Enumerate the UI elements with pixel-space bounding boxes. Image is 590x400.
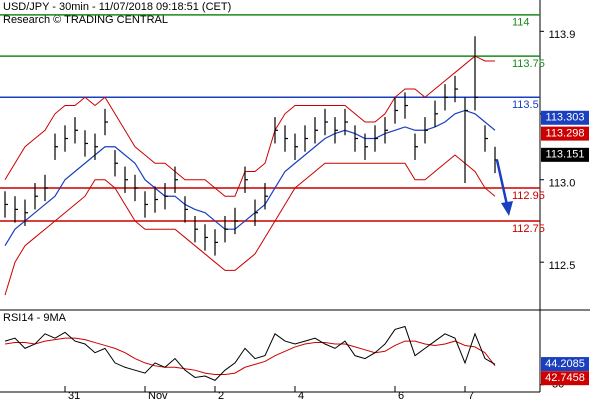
price-box-label: 42.7458	[545, 372, 585, 384]
chart-subtitle: Research © TRADING CENTRAL	[3, 14, 168, 26]
price-box-label: 113.303	[546, 112, 585, 124]
price-box-label: 113.298	[546, 128, 585, 140]
price-box	[541, 357, 589, 372]
price-box-label: 113.151	[546, 149, 585, 161]
y-tick-label: 113.9	[549, 29, 576, 41]
price-box	[541, 110, 589, 125]
rsi-line	[4, 325, 496, 381]
level-label: 113.75	[512, 58, 545, 70]
x-tick-label: Nov	[148, 390, 168, 400]
lower-band	[4, 154, 496, 296]
level-label: 114	[512, 17, 530, 29]
y-tick-label: 112.5	[549, 260, 576, 272]
chart-title: USD/JPY - 30min - 11/07/2018 09:18:51 (C…	[3, 1, 231, 13]
rsi-ma	[4, 337, 496, 376]
level-label: 113.5	[512, 99, 539, 111]
forecast-arrow	[495, 159, 513, 216]
price-box-label: 44.2085	[545, 358, 585, 370]
price-box	[541, 147, 589, 162]
x-tick-label: 7	[468, 390, 474, 400]
price-box	[541, 126, 589, 141]
x-tick-label: 2	[218, 390, 224, 400]
moving-average	[4, 109, 496, 247]
price-box	[541, 371, 589, 386]
level-label: 112.95	[512, 190, 545, 202]
x-tick-label: 4	[298, 390, 304, 400]
rsi-title: RSI14 - 9MA	[3, 312, 67, 324]
x-tick-label: 6	[398, 390, 404, 400]
y-tick-label: 113.0	[549, 178, 576, 190]
upper-band	[4, 55, 495, 197]
level-label: 112.75	[512, 223, 545, 235]
x-tick-label: 31	[68, 390, 80, 400]
